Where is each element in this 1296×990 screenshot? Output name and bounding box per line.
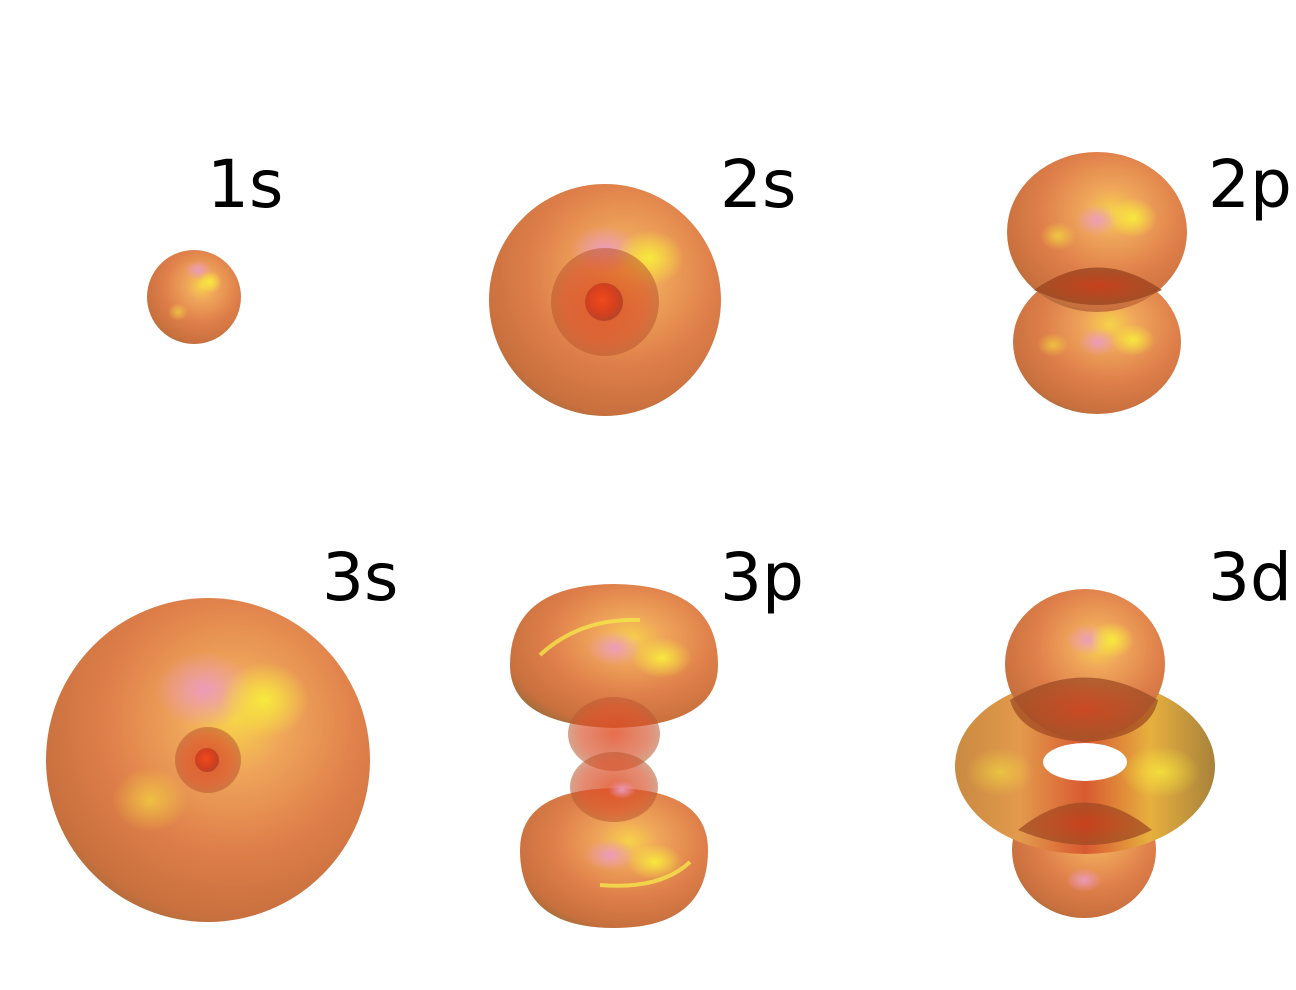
orbital-3d-lower-pink bbox=[1066, 868, 1102, 892]
orbital-1s: 1s bbox=[147, 146, 283, 344]
orbital-3p-upper-pink bbox=[587, 630, 643, 666]
orbital-3d-torus-hole bbox=[1043, 743, 1127, 781]
orbital-1s-highlight-lower bbox=[168, 303, 188, 321]
orbital-3p-label: 3p bbox=[720, 539, 804, 616]
orbital-2p-label: 2p bbox=[1208, 146, 1292, 223]
orbital-3d-upper-overlap bbox=[1010, 677, 1158, 742]
orbital-3p-lower-highlight bbox=[627, 844, 683, 880]
orbital-3s-highlight bbox=[221, 662, 309, 738]
orbital-2p: 2p bbox=[1007, 146, 1292, 414]
orbital-2s-core bbox=[585, 283, 623, 321]
orbital-3s-core bbox=[195, 748, 219, 772]
orbital-3d-lower-overlap bbox=[1018, 802, 1152, 845]
orbital-3p-upper-band bbox=[538, 617, 641, 657]
orbital-2p-lower-pink bbox=[1078, 328, 1118, 356]
orbital-3s-label: 3s bbox=[322, 539, 398, 616]
orbital-2s: 2s bbox=[489, 146, 796, 416]
orbital-3p-inner-highlight bbox=[608, 781, 636, 799]
orbital-2p-lower-highlight-left bbox=[1037, 333, 1069, 357]
orbital-2p-upper-pink bbox=[1075, 204, 1119, 236]
orbital-3s-highlight-lower bbox=[112, 768, 188, 832]
orbital-2p-overlap bbox=[1034, 267, 1162, 305]
orbital-3d: 3d bbox=[955, 539, 1292, 918]
orbital-3p-lower-pink bbox=[584, 839, 636, 871]
orbital-1s-highlight bbox=[198, 271, 222, 293]
orbital-2p-upper-highlight bbox=[1109, 198, 1157, 238]
orbital-2p-lower-highlight bbox=[1111, 324, 1155, 356]
orbital-3d-torus-sheen-left bbox=[966, 748, 1034, 796]
orbital-3p-inner-upper-lobe bbox=[568, 697, 660, 771]
orbital-3d-torus-sheen bbox=[1120, 746, 1200, 798]
orbital-2p-upper-highlight-left bbox=[1040, 222, 1076, 250]
orbital-3p-upper-highlight bbox=[632, 638, 692, 678]
orbital-3p: 3p bbox=[510, 539, 804, 928]
orbital-2s-label: 2s bbox=[720, 146, 796, 223]
orbital-3p-lower-band bbox=[599, 860, 692, 888]
orbital-1s-label: 1s bbox=[207, 146, 283, 223]
orbital-3d-label: 3d bbox=[1208, 539, 1292, 616]
orbital-3s: 3s bbox=[46, 539, 398, 922]
orbital-3d-upper-highlight bbox=[1090, 622, 1134, 658]
